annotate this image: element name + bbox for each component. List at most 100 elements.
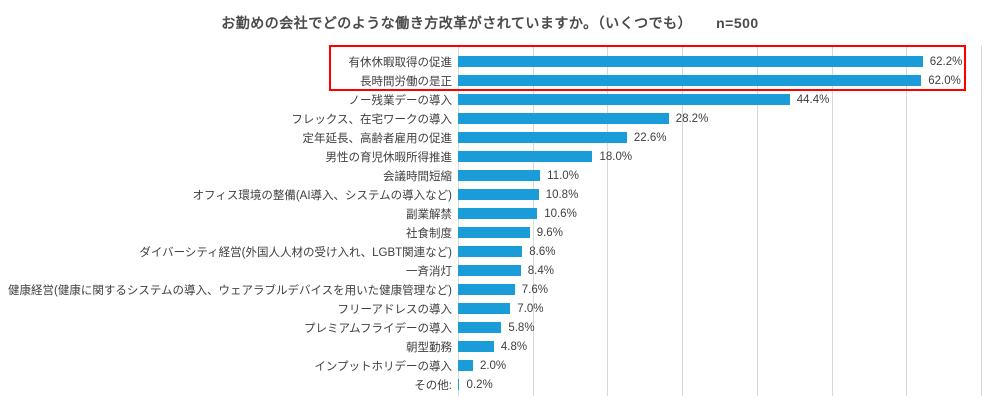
bar (458, 341, 494, 352)
bar (458, 227, 530, 238)
bar-row: 長時間労働の是正 62.0% (0, 71, 1000, 90)
category-label: フレックス、在宅ワークの導入 (291, 113, 452, 126)
value-label: 18.0% (599, 150, 633, 163)
category-label: 長時間労働の是正 (360, 75, 452, 88)
bar (458, 303, 511, 314)
bar-track: 2.0% (458, 356, 981, 375)
bar (458, 189, 539, 200)
value-label: 0.2% (466, 378, 493, 391)
bar-track: 22.6% (458, 128, 981, 147)
value-label: 4.8% (500, 340, 528, 353)
bar-row: プレミアムフライデーの導入 5.8% (0, 318, 1000, 337)
category-label: フリーアドレスの導入 (337, 303, 452, 316)
category-label: 副業解禁 (406, 208, 452, 221)
bar (458, 208, 538, 219)
category-label: 社食制度 (406, 227, 452, 240)
value-label: 11.0% (547, 169, 579, 182)
bar-row: ノー残業デーの導入 44.4% (0, 90, 1000, 109)
bar-row: 副業解禁 10.6% (0, 204, 1000, 223)
bar-track: 8.4% (458, 261, 981, 280)
bar (458, 379, 460, 390)
gridline (906, 46, 908, 396)
bar-track: 11.0% (458, 166, 981, 185)
bar-track: 18.0% (458, 147, 981, 166)
bar (458, 132, 627, 143)
bar (458, 151, 593, 162)
value-label: 2.0% (479, 359, 507, 372)
chart-title: お勤めの会社でどのような働き方改革がされていますか。（いくつでも） n=500 (0, 13, 980, 33)
bar-track: 0.2% (458, 375, 981, 394)
value-label: 44.4% (796, 93, 830, 106)
bar-track: 9.6% (458, 223, 981, 242)
category-label: 男性の育児休暇所得推進 (325, 151, 453, 164)
bar-track: 62.2% (458, 52, 981, 71)
category-label: 朝型勤務 (406, 341, 452, 354)
bar-row: 会議時間短縮 11.0% (0, 166, 1000, 185)
category-label: 健康経営(健康に関するシステムの導入、ウェアラブルデバイスを用いた健康管理など) (8, 284, 452, 297)
bar-row: 有休休暇取得の促進 62.2% (0, 52, 1000, 71)
bar-row: オフィス環境の整備(AI導入、システムの導入など) 10.8% (0, 185, 1000, 204)
bar (458, 322, 502, 333)
bar-track: 44.4% (458, 90, 981, 109)
category-label: オフィス環境の整備(AI導入、システムの導入など) (192, 189, 452, 202)
highlight-rectangle (329, 45, 966, 91)
value-label: 8.4% (527, 264, 554, 277)
category-label: インプットホリデーの導入 (314, 360, 452, 373)
bar-rows: 有休休暇取得の促進 62.2% 長時間労働の是正 62.0% ノー残業デーの導入 44.4… (0, 52, 1000, 394)
category-label: ダイバーシティ経営(外国人人材の受け入れ、LGBT関連など) (139, 246, 452, 259)
bar (458, 56, 923, 67)
bar-track: 4.8% (458, 337, 981, 356)
bar-row: 社食制度 9.6% (0, 223, 1000, 242)
gridline (532, 46, 534, 396)
value-label: 7.0% (517, 302, 544, 315)
bar-row: フリーアドレスの導入 7.0% (0, 299, 1000, 318)
bar-track: 5.8% (458, 318, 981, 337)
value-label: 22.6% (633, 131, 667, 144)
value-label: 10.6% (544, 207, 577, 220)
gridline (756, 46, 758, 396)
category-label: 有休休暇取得の促進 (348, 56, 453, 69)
bar-track: 10.6% (458, 204, 981, 223)
plot-area (458, 46, 982, 396)
category-label: 定年延長、高齢者雇用の促進 (302, 132, 453, 145)
bar-row: 朝型勤務 4.8% (0, 337, 1000, 356)
sample-size-label: n=500 (716, 15, 759, 31)
bar-row: 一斉消灯 8.4% (0, 261, 1000, 280)
bar-track: 7.0% (458, 299, 981, 318)
bar-track: 10.8% (458, 185, 981, 204)
value-label: 9.6% (536, 226, 563, 239)
bar (458, 170, 541, 181)
bar-row: フレックス、在宅ワークの導入 28.2% (0, 109, 1000, 128)
bar-track: 8.6% (458, 242, 981, 261)
gridline (607, 46, 609, 396)
category-label: プレミアムフライデーの導入 (303, 322, 452, 335)
category-label: ノー残業デーの導入 (348, 94, 453, 107)
bar-row: その他: 0.2% (0, 375, 1000, 394)
bar-row: 健康経営(健康に関するシステムの導入、ウェアラブルデバイスを用いた健康管理など)… (0, 280, 1000, 299)
bar (458, 265, 521, 276)
category-label: 一斉消灯 (406, 265, 452, 278)
bar-track: 7.6% (458, 280, 981, 299)
bar (458, 94, 790, 105)
bar (458, 75, 922, 86)
bar-row: インプットホリデーの導入 2.0% (0, 356, 1000, 375)
bar-row: 男性の育児休暇所得推進 18.0% (0, 147, 1000, 166)
value-label: 28.2% (675, 112, 709, 125)
value-label: 7.6% (521, 283, 548, 296)
chart-title-text: お勤めの会社でどのような働き方改革がされていますか。（いくつでも） (221, 15, 693, 31)
category-label: その他: (414, 379, 452, 392)
bar (458, 284, 515, 295)
category-label: 会議時間短縮 (383, 170, 452, 183)
gridline (831, 46, 833, 396)
value-label: 10.8% (545, 188, 579, 201)
value-label: 8.6% (529, 245, 556, 258)
bar-track: 28.2% (458, 109, 981, 128)
gridline (981, 46, 982, 396)
bar-row: ダイバーシティ経営(外国人人材の受け入れ、LGBT関連など) 8.6% (0, 242, 1000, 261)
bar-track: 62.0% (458, 71, 981, 90)
bar (458, 360, 473, 371)
value-label: 62.2% (929, 55, 963, 68)
value-label: 5.8% (508, 321, 535, 334)
axis-line (458, 46, 459, 396)
